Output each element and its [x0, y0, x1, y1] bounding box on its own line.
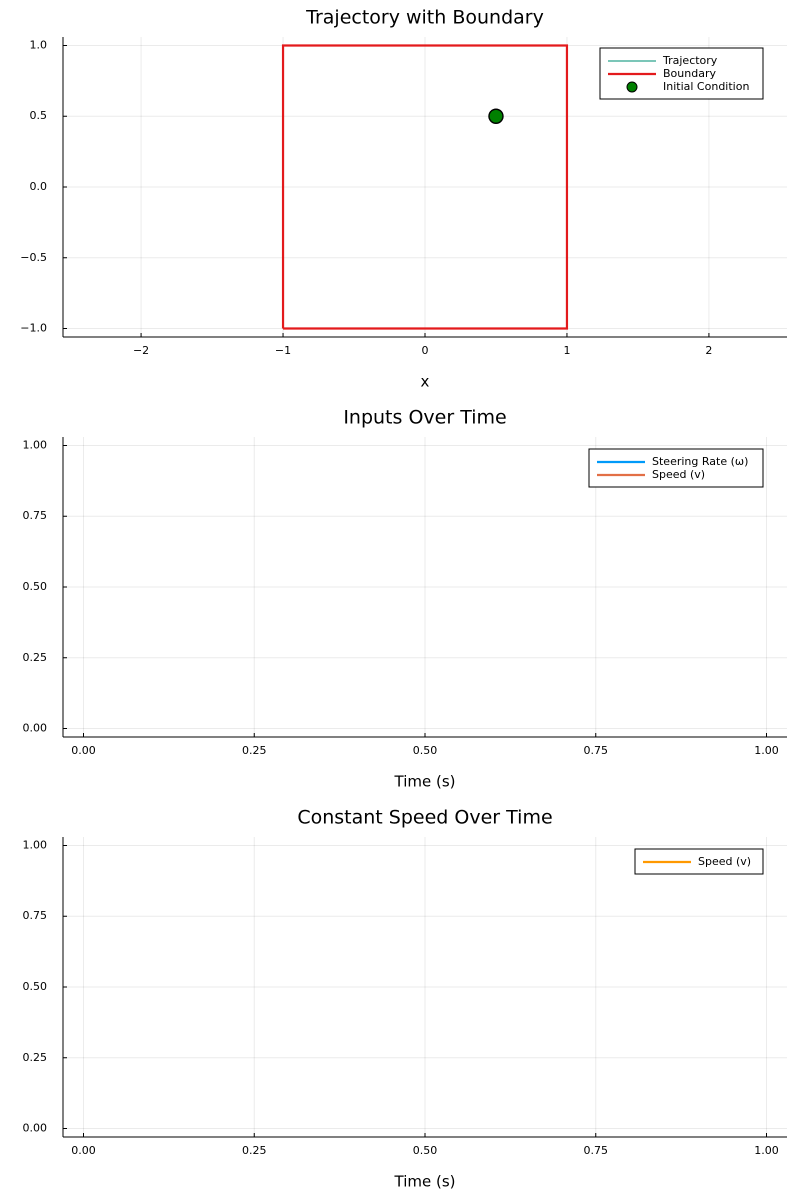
- y-tick-label: 0.75: [23, 909, 48, 922]
- x-tick-label: 0.50: [413, 744, 438, 757]
- scatter-point: [488, 108, 504, 124]
- x-tick-label: 1: [563, 344, 570, 357]
- y-tick-label: 0.75: [23, 509, 48, 522]
- legend-label: Initial Condition: [663, 80, 749, 93]
- y-tick-label: 0.25: [23, 1051, 48, 1064]
- x-tick-label: 0.75: [584, 1144, 609, 1157]
- y-tick-label: 0.0: [30, 180, 48, 193]
- x-tick-label: 1.00: [754, 1144, 779, 1157]
- legend-label: Trajectory: [662, 54, 718, 67]
- series-line-2: [281, 44, 569, 330]
- y-tick-label: −0.5: [20, 251, 47, 264]
- legend-label: Steering Rate (ω): [652, 455, 748, 468]
- x-tick-label: 0.25: [242, 1144, 267, 1157]
- legend: Speed (v): [634, 848, 764, 875]
- y-tick-label: 1.00: [23, 838, 48, 851]
- x-tick-label: 0.75: [584, 744, 609, 757]
- chart-title: Trajectory with Boundary: [305, 7, 544, 29]
- y-tick-label: 0.50: [23, 580, 48, 593]
- chart-panel-3: Constant Speed Over Time 0.00 0.25 0.50 0.75…: [23, 807, 787, 1191]
- y-tick-label: −1.0: [20, 322, 47, 335]
- x-tick-label: 1.00: [754, 744, 779, 757]
- y-tick-label: 0.50: [23, 980, 48, 993]
- chart-title: Constant Speed Over Time: [297, 807, 552, 829]
- legend-label: Boundary: [663, 67, 716, 80]
- x-tick-label: 0.25: [242, 744, 267, 757]
- legend-label: Speed (v): [698, 855, 751, 868]
- x-tick-label: −2: [133, 344, 149, 357]
- chart-panel-2: Inputs Over Time 0.00 0.25 0.50 0.75 1.00 0.00…: [23, 407, 787, 791]
- x-tick-label: −1: [275, 344, 291, 357]
- legend: Steering Rate (ω)Speed (v): [588, 448, 764, 488]
- x-tick-label: 0.50: [413, 1144, 438, 1157]
- x-tick-label: 0.00: [71, 744, 96, 757]
- y-tick-label: 0.00: [23, 1122, 48, 1135]
- x-axis-label: x: [421, 373, 430, 391]
- x-tick-label: 0: [422, 344, 429, 357]
- y-tick-label: 0.25: [23, 651, 48, 664]
- x-tick-label: 0.00: [71, 1144, 96, 1157]
- x-axis-label: Time (s): [394, 773, 456, 791]
- legend-marker: [626, 81, 638, 93]
- x-axis-label: Time (s): [394, 1173, 456, 1191]
- legend-box: [588, 448, 764, 488]
- y-tick-label: 1.00: [23, 438, 48, 451]
- y-tick-label: 1.0: [30, 38, 48, 51]
- chart-panel-1: Trajectory with Boundary −2 −1 0 1 2 −1.0 −0.5 0…: [20, 7, 787, 391]
- y-tick-label: 0.5: [30, 109, 48, 122]
- legend-label: Speed (v): [652, 468, 705, 481]
- y-tick-label: 0.00: [23, 722, 48, 735]
- chart-title: Inputs Over Time: [343, 407, 506, 429]
- x-tick-label: 2: [705, 344, 712, 357]
